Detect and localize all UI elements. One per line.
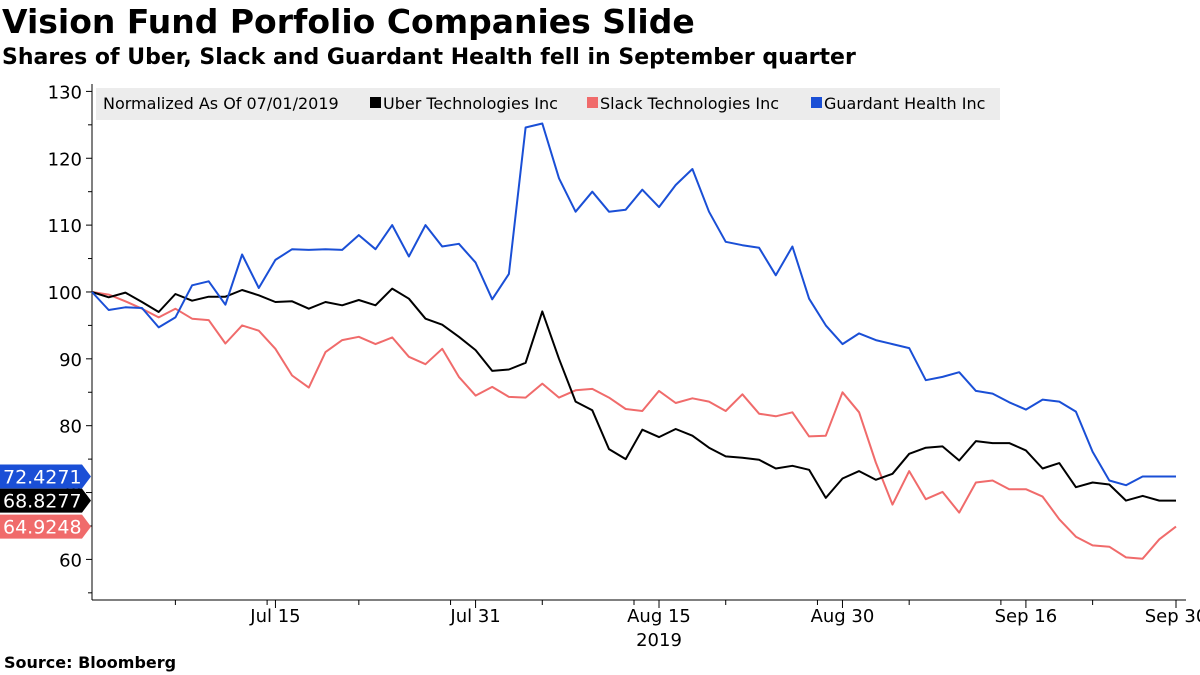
chart-title: Vision Fund Porfolio Companies Slide bbox=[2, 2, 695, 41]
x-tick-label: Jul 15 bbox=[249, 606, 300, 627]
last-value-tag bbox=[0, 488, 91, 513]
legend-entry: Slack Technologies Inc bbox=[600, 94, 779, 113]
last-value-tag bbox=[0, 464, 91, 489]
last-value-tags: 68.8277 64.9248 72.4271 bbox=[0, 464, 91, 539]
y-tick-label: 100 bbox=[48, 283, 82, 304]
x-tick-label: Aug 30 bbox=[811, 606, 875, 627]
legend-title: Normalized As Of 07/01/2019 bbox=[103, 94, 339, 113]
x-tick-label: Sep 16 bbox=[995, 606, 1058, 627]
x-tick-label: Jul 31 bbox=[449, 606, 500, 627]
source-note: Source: Bloomberg bbox=[4, 653, 177, 672]
legend-entry: Guardant Health Inc bbox=[824, 94, 985, 113]
series-line-guardant-health-inc bbox=[91, 122, 1176, 487]
last-value-tag bbox=[0, 514, 91, 539]
legend-swatch bbox=[587, 97, 598, 108]
x-tick-label: Sep 30 bbox=[1145, 606, 1200, 627]
y-tick-label: 120 bbox=[48, 149, 82, 170]
x-tick-label: Aug 15 bbox=[627, 606, 691, 627]
last-value-label: 72.4271 bbox=[3, 466, 82, 488]
legend-background bbox=[96, 88, 1000, 120]
y-tick-label: 110 bbox=[48, 216, 82, 237]
y-tick-label: 80 bbox=[59, 417, 82, 438]
legend-swatch bbox=[370, 97, 381, 108]
series-line-uber-technologies-inc bbox=[91, 287, 1176, 502]
legend-swatch bbox=[811, 97, 822, 108]
chart-series bbox=[91, 122, 1177, 560]
legend-entry: Uber Technologies Inc bbox=[383, 94, 558, 113]
x-year-label: 2019 bbox=[636, 630, 682, 651]
y-tick-label: 130 bbox=[48, 82, 82, 103]
chart-subtitle: Shares of Uber, Slack and Guardant Healt… bbox=[2, 45, 856, 70]
last-value-label: 68.8277 bbox=[3, 491, 82, 513]
y-tick-label: 90 bbox=[59, 350, 82, 371]
last-value-label: 64.9248 bbox=[3, 517, 82, 539]
y-tick-label: 60 bbox=[59, 550, 82, 571]
chart-legend: Normalized As Of 07/01/2019 Uber Technolo… bbox=[96, 88, 1000, 120]
series-line-slack-technologies-inc bbox=[91, 291, 1177, 560]
